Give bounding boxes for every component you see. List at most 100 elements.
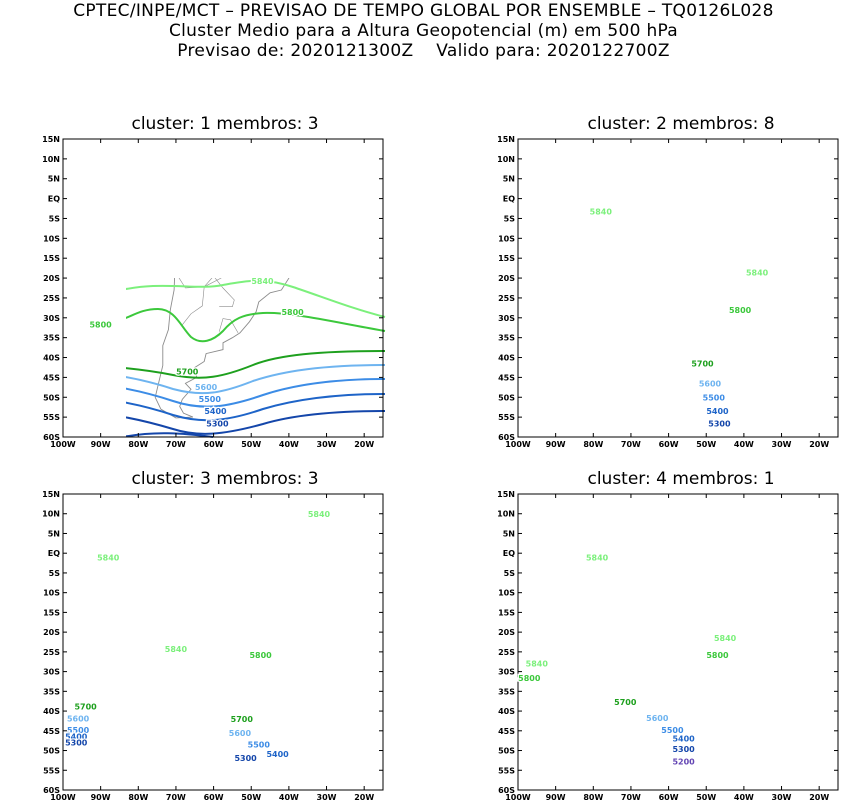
lat-tick-label: 25S — [498, 294, 515, 303]
lon-tick-label: 90W — [546, 793, 566, 802]
lat-tick-label: 50S — [498, 747, 515, 756]
contour-label: 5840 — [165, 645, 188, 654]
coastline — [546, 494, 763, 771]
panel-title: cluster: 4 membros: 1 — [587, 469, 774, 489]
lat-tick-label: 45S — [43, 373, 60, 382]
lat-tick-label: 10S — [43, 589, 60, 598]
panel-title: cluster: 3 membros: 3 — [131, 469, 318, 489]
coastline-path — [163, 524, 214, 597]
map-frame — [517, 493, 839, 791]
lat-tick-label: 10N — [42, 155, 60, 164]
lat-tick-label: 5S — [49, 569, 61, 578]
contour-5600 — [63, 716, 385, 744]
contour-label: 5300 — [206, 420, 229, 429]
lat-tick-label: 60S — [498, 786, 515, 795]
contour-label: 5500 — [199, 395, 222, 404]
lon-tick-label: 20W — [809, 793, 829, 802]
lon-tick-label: 60W — [659, 793, 679, 802]
lat-tick-label: 50S — [43, 393, 60, 402]
lon-tick-label: 70W — [166, 793, 186, 802]
contour-label: 5840 — [251, 277, 274, 286]
lon-tick-label: 30W — [317, 793, 337, 802]
lat-tick-label: 10S — [498, 589, 515, 598]
contour-label: 5800 — [706, 651, 729, 660]
lon-tick-label: 20W — [354, 440, 374, 449]
contour-5700 — [126, 350, 386, 379]
contour-5600 — [518, 371, 840, 385]
lat-tick-label: 25S — [43, 648, 60, 657]
coastline-path — [590, 151, 763, 418]
lat-tick-label: EQ — [48, 195, 60, 204]
lat-tick-label: 15S — [498, 608, 515, 617]
contour-label: 5600 — [195, 383, 218, 392]
contour-label: 5800 — [518, 674, 541, 683]
lon-tick-label: 50W — [696, 440, 716, 449]
lat-tick-label: 60S — [43, 433, 60, 442]
contour-5840 — [285, 139, 385, 159]
lon-tick-label: 20W — [809, 440, 829, 449]
coastline-path — [142, 193, 163, 219]
contour-label: 5840 — [590, 208, 613, 217]
coastline-path — [667, 524, 701, 546]
contour-5840 — [126, 279, 386, 318]
coastline-path — [167, 153, 188, 193]
contour-5840 — [63, 621, 385, 654]
coastline-path — [163, 169, 214, 243]
lat-tick-label: 10S — [43, 234, 60, 243]
contour-label: 5400 — [204, 407, 227, 416]
contour-labels: 5840 5840 5840 5800 5800 5700 5600 550054005300… — [517, 552, 738, 768]
lon-tick-label: 50W — [241, 793, 261, 802]
lon-tick-label: 60W — [204, 793, 224, 802]
coastline-path — [622, 153, 643, 193]
coastline-path — [703, 573, 741, 613]
lon-tick-label: 90W — [91, 440, 111, 449]
contour-5200 — [518, 428, 718, 437]
coastline-path — [622, 508, 643, 548]
contour-5200 — [126, 432, 214, 438]
contour-5840 — [793, 533, 840, 562]
coastline-path — [223, 609, 289, 621]
contour-5300 — [126, 410, 386, 435]
lat-tick-label: 10S — [498, 234, 515, 243]
coastline-path — [167, 508, 188, 548]
contour-5700 — [518, 700, 840, 714]
lat-tick-label: EQ — [48, 549, 60, 558]
lon-tick-label: 80W — [128, 793, 148, 802]
panel-title: cluster: 1 membros: 3 — [131, 114, 318, 134]
lat-tick-label: 40S — [43, 707, 60, 716]
lat-tick-label: EQ — [503, 195, 515, 204]
contour-5200 — [518, 765, 840, 779]
contour-5840 — [63, 149, 125, 236]
coastline-path — [618, 524, 669, 597]
lon-tick-label: 60W — [204, 440, 224, 449]
lat-tick-label: 10N — [42, 510, 60, 519]
contour-label: 5700 — [614, 698, 637, 707]
lon-tick-label: 100W — [505, 440, 531, 449]
contour-label: 5400 — [672, 735, 695, 744]
contour-5840 — [518, 139, 606, 243]
contour-label: 5200 — [672, 757, 695, 766]
panel-cluster-3: cluster: 3 membros: 3 5840 5840 5840 5800 57… — [42, 469, 385, 802]
coastline-path — [204, 630, 234, 660]
lon-tick-label: 100W — [505, 793, 531, 802]
lat-tick-label: 20S — [43, 274, 60, 283]
contour-label: 5500 — [661, 726, 684, 735]
lat-tick-label: 20S — [498, 274, 515, 283]
lat-tick-label: 20S — [498, 628, 515, 637]
lat-tick-label: 10N — [497, 155, 515, 164]
coastline-path — [637, 641, 660, 680]
coastline-path — [91, 494, 148, 521]
contour-label: 5300 — [65, 738, 88, 747]
contour-5500 — [63, 730, 385, 760]
contour-labels: 5840 5840 5800 5700 5600 5500 5400 5300 — [588, 206, 769, 429]
contour-lines — [63, 494, 385, 790]
lon-tick-label: 100W — [50, 440, 76, 449]
coastline-path — [142, 547, 163, 573]
contour-5300 — [518, 412, 840, 429]
contour-5400 — [518, 396, 840, 413]
lat-tick-label: 45S — [498, 373, 515, 382]
contour-5700 — [518, 350, 840, 364]
lon-tick-label: 80W — [583, 440, 603, 449]
contour-5840 — [378, 169, 385, 215]
coastline-path — [678, 254, 744, 266]
